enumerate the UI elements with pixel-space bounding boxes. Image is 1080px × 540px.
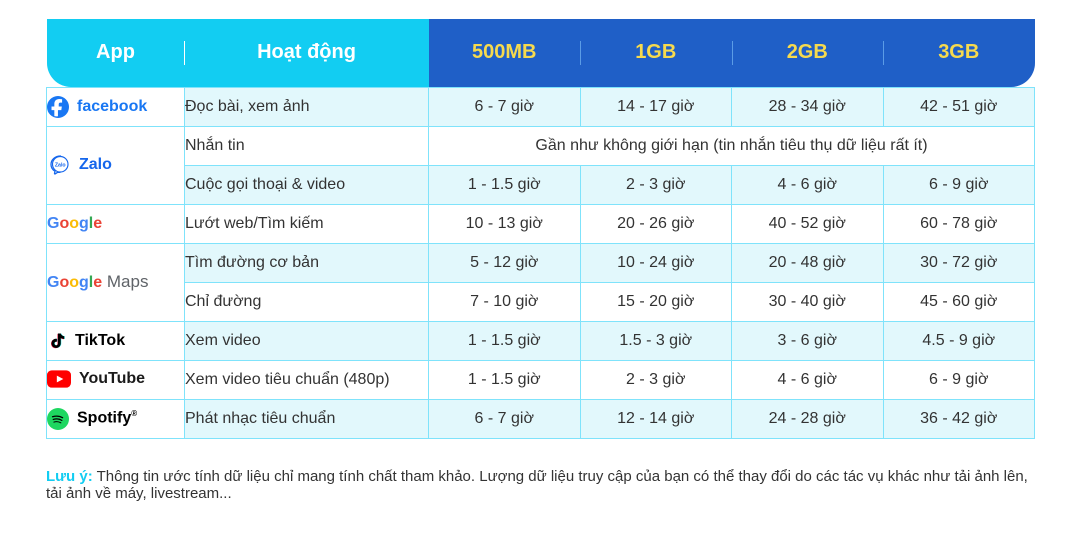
svg-text:Zalo: Zalo: [55, 163, 66, 169]
